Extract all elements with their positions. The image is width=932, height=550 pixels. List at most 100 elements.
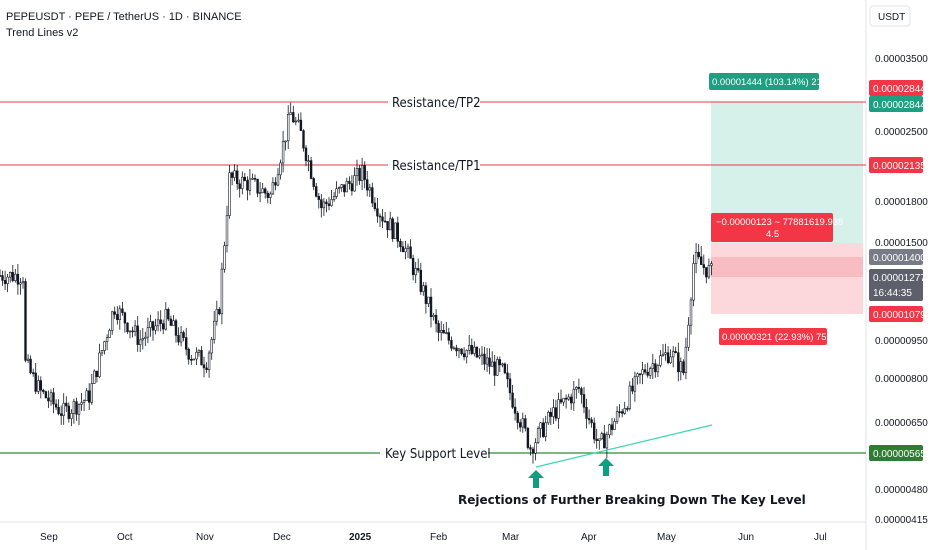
candle-body <box>77 403 81 415</box>
candle-body <box>580 388 583 395</box>
candles <box>0 102 713 464</box>
candle-body <box>299 119 303 131</box>
candle-body <box>699 256 703 265</box>
candle-body <box>646 371 649 376</box>
candle-body <box>65 402 68 407</box>
candle-body <box>620 411 624 414</box>
candle-body <box>80 402 83 405</box>
candle-body <box>16 273 20 285</box>
candle-body <box>340 184 343 188</box>
candle-body <box>111 311 114 331</box>
x-tick: Sep <box>40 532 58 543</box>
candle-body <box>121 308 124 313</box>
candle-body <box>404 248 407 253</box>
stop-zone[interactable] <box>711 277 863 314</box>
candle-body <box>710 263 713 266</box>
candle-body <box>187 348 190 360</box>
target-label: 0.00001444 (103.14%) 2124.61 <box>712 77 846 88</box>
candle-body <box>190 358 193 361</box>
candle-body <box>230 172 234 178</box>
candle-body <box>266 192 269 198</box>
ascending-trend-line[interactable] <box>535 424 713 468</box>
candle-body <box>531 448 535 454</box>
y-tick: 0.00000950 <box>875 336 928 347</box>
candle-body <box>396 222 399 242</box>
candle-body <box>674 351 677 354</box>
y-tick: 0.00000800 <box>875 374 928 385</box>
candle-body <box>276 174 280 186</box>
candle-body <box>534 442 537 454</box>
candle-body <box>378 215 382 218</box>
price-axis[interactable]: 0.00003500 0.00002500 0.00001800 0.00001… <box>875 54 928 526</box>
candle-body <box>572 389 576 404</box>
candle-body <box>406 246 410 249</box>
candle-body <box>659 355 662 366</box>
candle-body <box>197 350 201 353</box>
candle-body <box>62 402 65 416</box>
candle-body <box>42 389 45 392</box>
candle-body <box>575 386 578 390</box>
candle-body <box>177 335 180 343</box>
y-tick: 0.00000415 <box>875 515 928 526</box>
support-label: Key Support Level <box>385 447 491 462</box>
candle-body <box>682 361 685 374</box>
candle-body <box>480 353 484 356</box>
candle-body <box>169 318 173 326</box>
candle-body <box>182 332 185 338</box>
candle-body <box>603 433 606 449</box>
candle-body <box>365 179 369 191</box>
candle-body <box>513 406 517 414</box>
candle-body <box>422 285 425 292</box>
candle-body <box>14 273 17 281</box>
tp2-label: Resistance/TP2 <box>392 96 481 111</box>
candle-body <box>304 147 308 162</box>
candle-body <box>493 361 496 376</box>
y-tick: 0.00000480 <box>875 485 928 496</box>
candle-body <box>429 296 433 318</box>
candle-body <box>598 438 601 441</box>
x-tick: Mar <box>502 532 520 543</box>
candle-body <box>228 172 231 217</box>
candle-body <box>151 321 155 331</box>
candle-body <box>610 424 614 430</box>
candle-body <box>128 330 132 333</box>
candle-body <box>450 340 453 349</box>
candle-body <box>213 320 216 340</box>
candle-body <box>460 348 463 354</box>
candle-body <box>702 264 706 268</box>
target-label-box <box>709 73 819 90</box>
candle-body <box>376 208 379 217</box>
candle-body <box>156 319 160 327</box>
y-tick: 0.00001500 <box>875 238 928 249</box>
candle-body <box>559 399 563 403</box>
candle-body <box>577 386 581 389</box>
chart-title: PEPEUSDT · PEPE / TetherUS · 1D · BINANC… <box>6 11 242 23</box>
candle-body <box>167 308 170 320</box>
candle-body <box>409 246 412 259</box>
candle-body <box>541 422 545 437</box>
candle-body <box>103 341 106 351</box>
candle-body <box>416 268 420 271</box>
candle-body <box>19 282 22 285</box>
candle-body <box>320 199 323 209</box>
candle-body <box>34 372 37 392</box>
candle-body <box>317 196 320 200</box>
candle-body <box>72 401 76 414</box>
candle-body <box>70 412 73 419</box>
candle-body <box>88 390 91 403</box>
candle-body <box>238 183 241 189</box>
candle-body <box>202 364 206 369</box>
candle-body <box>414 268 417 276</box>
candle-body <box>126 322 129 333</box>
stop-zone-strong <box>711 257 863 277</box>
candle-body <box>251 178 254 180</box>
candle-body <box>524 418 527 429</box>
candle-body <box>557 399 560 419</box>
rejection-arrow-march <box>528 470 544 488</box>
candle-body <box>172 320 175 326</box>
candle-body <box>638 373 642 376</box>
time-axis[interactable]: Sep Oct Nov Dec 2025 Feb Mar Apr May Jun… <box>40 532 827 543</box>
currency-box[interactable] <box>869 5 911 27</box>
candle-body <box>322 201 326 209</box>
candle-body <box>350 183 354 192</box>
